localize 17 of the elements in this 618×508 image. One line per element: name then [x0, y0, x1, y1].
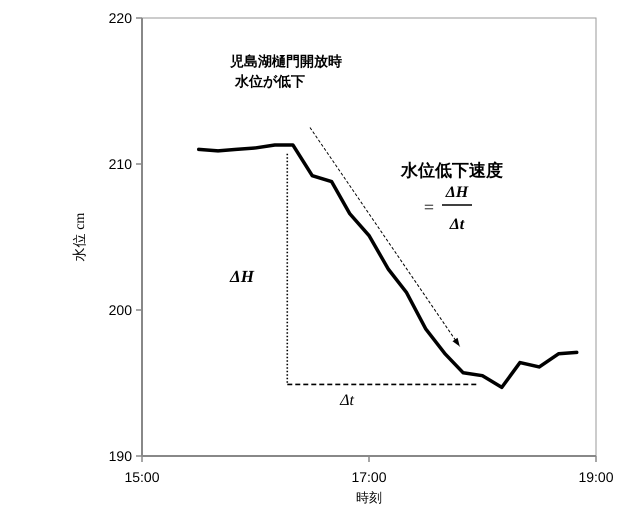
x-tick-label: 15:00: [124, 469, 160, 485]
x-tick-label: 17:00: [351, 469, 387, 485]
y-axis-title: 水位 cm: [72, 212, 88, 262]
annotation: 児島湖樋門開放時: [229, 53, 342, 69]
y-tick-label: 210: [108, 156, 132, 172]
annotation: Δt: [339, 392, 354, 409]
x-axis-title: 時刻: [356, 490, 382, 505]
annotation: ΔH: [229, 267, 255, 286]
annotation: Δt: [448, 216, 465, 233]
annotation: ΔH: [444, 184, 469, 201]
y-tick-label: 200: [108, 302, 132, 318]
annotation: 水位低下速度: [400, 161, 503, 180]
annotation: 水位が低下: [234, 73, 305, 89]
y-tick-label: 220: [108, 10, 132, 26]
x-tick-label: 19:00: [578, 469, 614, 485]
annotation: =: [424, 197, 434, 217]
y-tick-label: 190: [108, 448, 132, 464]
